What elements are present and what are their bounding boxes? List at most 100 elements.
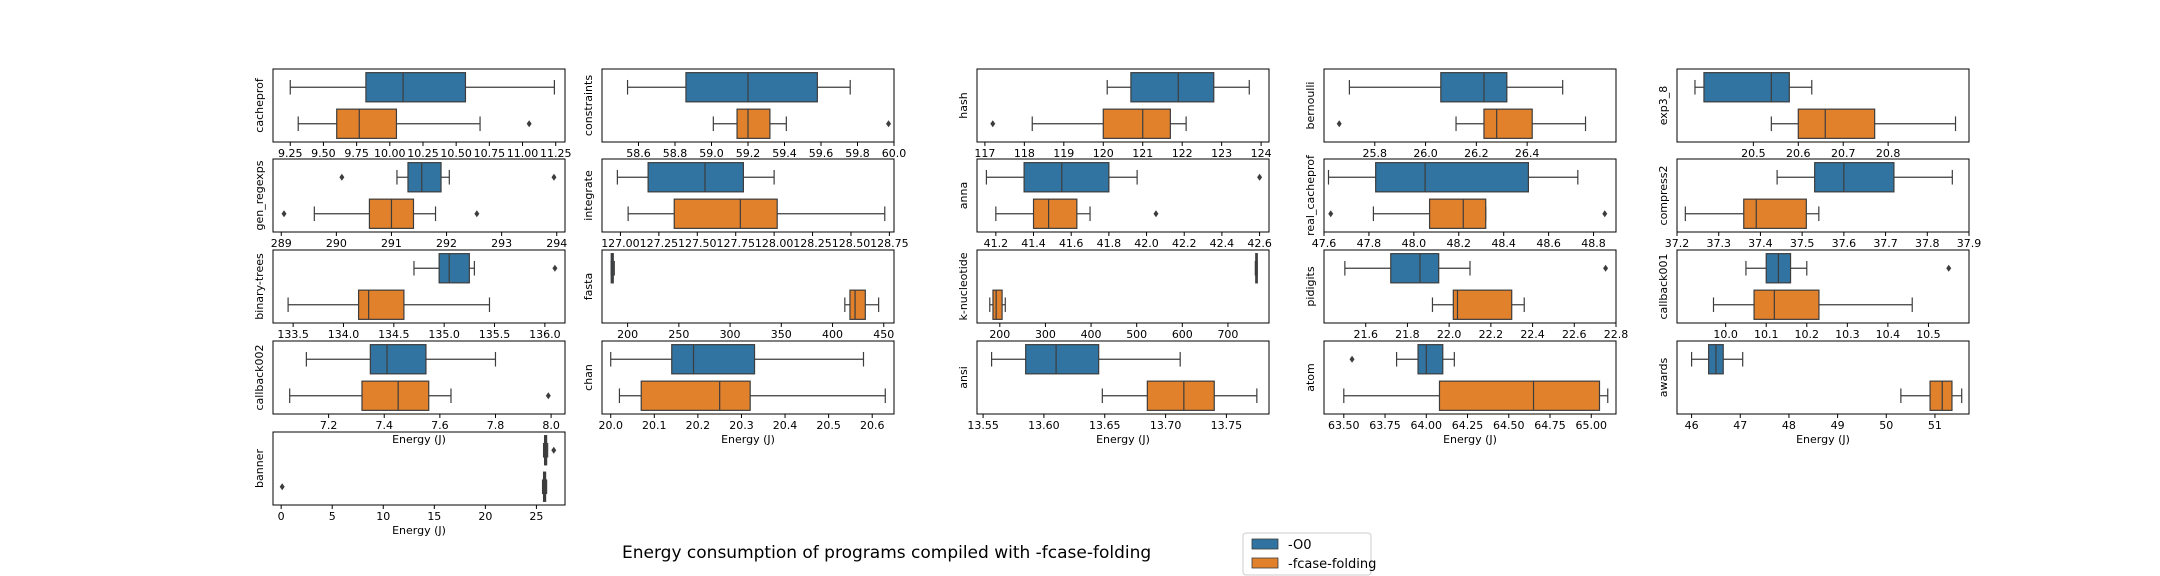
box-hash--fcase-folding [1102, 108, 1171, 139]
ylabel-cacheprof: cacheprof [253, 77, 266, 133]
ylabel-exp3-8: exp3_8 [1657, 86, 1670, 126]
box-ansi--o0 [1025, 344, 1100, 375]
xtick-label-cacheprof: 10.25 [407, 147, 439, 160]
xtick-label-fasta: 400 [822, 328, 843, 341]
box-atom--o0 [1417, 344, 1444, 375]
xtick-label-k-nucleotide: 300 [1035, 328, 1056, 341]
ylabel-banner: banner [253, 449, 266, 488]
xtick-label-ansi: 13.60 [1028, 419, 1060, 432]
xlabel-atom: Energy (J) [1443, 433, 1497, 446]
xtick-label-hash: 118 [1014, 147, 1035, 160]
xtick-label-banner: 0 [278, 510, 285, 523]
ylabel-ansi: ansi [957, 366, 970, 389]
xtick-label-k-nucleotide: 200 [989, 328, 1010, 341]
subplot-awards: awards 46 47 48 49 50 51 Energy (J) [1657, 340, 1970, 446]
xtick-label-atom: 63.50 [1328, 419, 1360, 432]
xtick-label-banner: 25 [529, 510, 543, 523]
outlier-gen-regexps--o0 [339, 173, 345, 181]
outlier-constraints--fcase-folding [886, 120, 892, 128]
subplot-bernoulli: bernoulli 25.8 26.0 26.2 26.4 [1304, 68, 1617, 160]
ylabel-fasta: fasta [582, 273, 595, 300]
xlabel-callback002: Energy (J) [392, 433, 446, 446]
subplot-atom: atom 63.50 63.75 64.00 64.25 64.50 64.75 65.00 E… [1304, 340, 1617, 446]
xtick-label-real-cacheprof: 48.6 [1536, 237, 1561, 250]
box-chan--fcase-folding [640, 380, 751, 411]
xtick-label-cacheprof: 9.50 [311, 147, 336, 160]
xtick-label-anna: 42.4 [1210, 237, 1235, 250]
xtick-label-hash: 121 [1132, 147, 1153, 160]
axes-frame-anna [976, 158, 1270, 233]
ylabel-gen-regexps: gen_regexps [253, 160, 266, 230]
axes-frame-callback001 [1676, 249, 1970, 324]
xtick-label-constraints: 59.8 [845, 147, 870, 160]
box-binary-trees--fcase-folding [357, 289, 405, 320]
xtick-label-atom: 64.75 [1534, 419, 1566, 432]
box-awards--fcase-folding [1929, 380, 1953, 411]
outlier-gen-regexps--fcase-folding [474, 210, 480, 218]
xtick-label-real-cacheprof: 48.2 [1447, 237, 1472, 250]
outlier-banner--fcase-folding [279, 483, 285, 491]
box-constraints--o0 [685, 72, 818, 103]
box-real-cacheprof--fcase-folding [1428, 198, 1487, 229]
xtick-label-pidigits: 21.6 [1353, 328, 1378, 341]
xtick-label-cacheprof: 10.50 [440, 147, 472, 160]
xtick-label-chan: 20.4 [773, 419, 798, 432]
xtick-label-real-cacheprof: 47.6 [1312, 237, 1337, 250]
xtick-label-banner: 20 [478, 510, 492, 523]
xtick-label-hash: 117 [974, 147, 995, 160]
xtick-label-cacheprof: 9.25 [278, 147, 303, 160]
xtick-label-atom: 64.50 [1493, 419, 1525, 432]
xtick-label-binary-trees: 133.5 [277, 328, 309, 341]
xtick-label-compress2: 37.5 [1790, 237, 1815, 250]
box-exp3-8--o0 [1703, 72, 1790, 103]
subplot-binary-trees: binary-trees 133.5 134.0 134.5 135.0 135.5 136… [253, 249, 566, 341]
axes-frame-ansi [976, 340, 1270, 415]
outlier-binary-trees--o0 [552, 264, 558, 272]
axes-frame-integrate [601, 158, 895, 233]
xtick-label-chan: 20.3 [729, 419, 754, 432]
ylabel-chan: chan [582, 364, 595, 391]
axes-frame-cacheprof [272, 68, 566, 143]
axes-frame-binary-trees [272, 249, 566, 324]
xtick-label-real-cacheprof: 48.8 [1581, 237, 1606, 250]
box-callback002--fcase-folding [361, 380, 430, 411]
xtick-label-atom: 64.25 [1452, 419, 1484, 432]
xtick-label-k-nucleotide: 500 [1126, 328, 1147, 341]
xtick-label-real-cacheprof: 48.4 [1491, 237, 1516, 250]
outlier-cacheprof--fcase-folding [526, 120, 532, 128]
xtick-label-pidigits: 21.8 [1395, 328, 1420, 341]
xtick-label-fasta: 250 [668, 328, 689, 341]
subplot-exp3-8: exp3_8 20.5 20.6 20.7 20.8 [1657, 68, 1970, 160]
xtick-label-integrate: 128.75 [870, 237, 909, 250]
box-anna--o0 [1023, 162, 1110, 193]
xtick-label-atom: 63.75 [1369, 419, 1401, 432]
outlier-bernoulli--fcase-folding [1336, 120, 1342, 128]
outlier-atom--o0 [1349, 355, 1355, 363]
ylabel-callback002: callback002 [253, 344, 266, 410]
subplot-k-nucleotide: k-nucleotide 200 300 400 500 600 700 [957, 249, 1270, 341]
outlier-callback002--fcase-folding [545, 392, 551, 400]
xtick-label-k-nucleotide: 700 [1217, 328, 1238, 341]
xtick-label-callback002: 7.4 [375, 419, 393, 432]
xtick-label-chan: 20.0 [598, 419, 623, 432]
axes-frame-atom [1323, 340, 1617, 415]
ylabel-integrate: integrate [582, 170, 595, 221]
subplot-ansi: ansi 13.55 13.60 13.65 13.70 13.75 Energy (J) [957, 340, 1270, 446]
xtick-label-gen-regexps: 294 [546, 237, 567, 250]
outlier-hash--fcase-folding [990, 120, 996, 128]
xtick-label-awards: 48 [1782, 419, 1796, 432]
xtick-label-exp3-8: 20.5 [1741, 147, 1766, 160]
subplot-gen-regexps: gen_regexps 289 290 291 292 293 294 [253, 158, 567, 250]
subplot-pidigits: pidigits 21.6 21.8 22.0 22.2 22.4 22.6 22.8 [1304, 249, 1628, 341]
xtick-label-awards: 47 [1733, 419, 1747, 432]
xtick-label-chan: 20.2 [686, 419, 711, 432]
xtick-label-callback001: 10.4 [1876, 328, 1901, 341]
axes-frame-real-cacheprof [1323, 158, 1617, 233]
ylabel-anna: anna [957, 182, 970, 209]
xtick-label-chan: 20.5 [816, 419, 841, 432]
xtick-label-ansi: 13.75 [1211, 419, 1243, 432]
axes-frame-exp3-8 [1676, 68, 1970, 143]
xtick-label-hash: 122 [1172, 147, 1193, 160]
outlier-pidigits--o0 [1603, 264, 1609, 272]
